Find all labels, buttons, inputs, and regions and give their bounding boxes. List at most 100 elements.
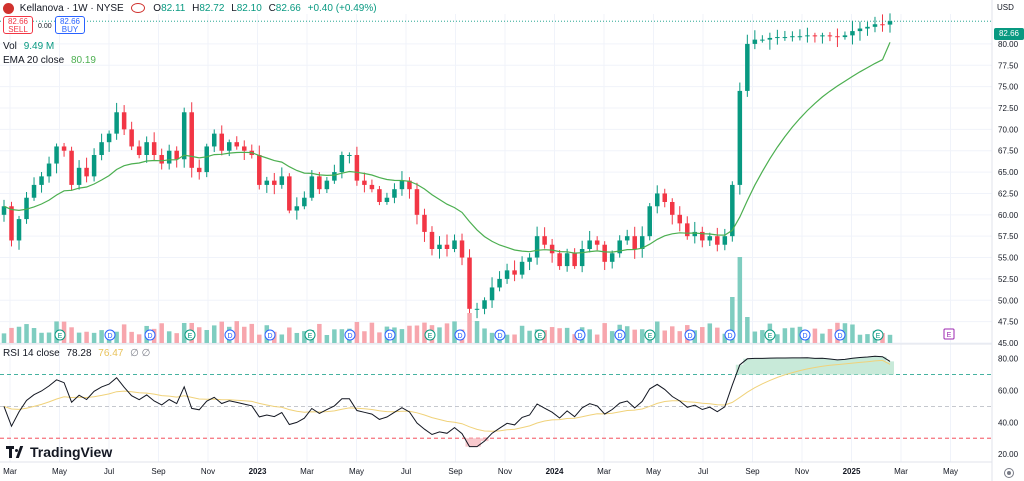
symbol-legend: Kellanova · 1W · NYSE O82.11 H82.72 L82.… <box>3 2 377 15</box>
candle-body <box>294 206 300 211</box>
candle-body <box>61 146 67 151</box>
volume-legend[interactable]: Vol 9.49 M <box>3 41 54 52</box>
volume-bar <box>234 321 240 343</box>
visibility-eye-icon[interactable] <box>130 2 145 13</box>
rsi-value: 78.28 <box>66 348 92 359</box>
currency-selector[interactable]: USD <box>997 3 1014 12</box>
candle-body <box>760 39 765 41</box>
candle-body <box>279 176 285 185</box>
candles <box>1 13 893 319</box>
candle-body <box>670 202 675 215</box>
time-tick-label: Nov <box>795 467 809 476</box>
ema-legend[interactable]: EMA 20 close 80.19 <box>3 55 96 66</box>
tradingview-logo[interactable]: TradingView <box>6 444 112 460</box>
candle-body <box>91 155 97 177</box>
volume-bar <box>827 328 833 343</box>
volume-bar <box>527 330 532 343</box>
candle-body <box>654 193 660 207</box>
ohlc-close: C82.66 <box>268 3 301 15</box>
volume-bar <box>332 329 337 343</box>
rsi-legend[interactable]: RSI 14 close 78.28 76.47 ∅ ∅ <box>3 348 150 359</box>
volume-bar <box>549 327 555 343</box>
candle-body <box>632 236 637 249</box>
candle-body <box>429 231 435 249</box>
volume-bar <box>9 327 14 343</box>
volume-bar <box>512 334 517 343</box>
candle-body <box>106 133 112 143</box>
volume-bar <box>722 333 728 343</box>
volume-bar <box>752 331 758 343</box>
volume-bar <box>564 327 570 343</box>
ohlc-open: O82.11 <box>153 3 186 15</box>
time-tick-label: 2024 <box>546 467 564 476</box>
volume-bar <box>407 325 412 343</box>
candle-body <box>377 189 382 202</box>
candle-body <box>204 146 209 173</box>
candle-body <box>865 26 870 29</box>
settings-gear-icon[interactable] <box>1004 468 1014 478</box>
candle-body <box>369 184 375 190</box>
earnings-marker-label: E <box>538 333 543 340</box>
volume-bar <box>624 326 630 343</box>
candle-body <box>46 163 52 177</box>
dividend-marker <box>384 329 396 341</box>
volume-bar <box>69 327 74 343</box>
rsi-overbought-fill <box>735 356 895 375</box>
sell-button[interactable]: 82.66 SELL <box>3 16 33 34</box>
volume-bar <box>587 329 592 343</box>
volume-bar <box>181 322 187 343</box>
candle-body <box>534 236 540 258</box>
dividend-marker <box>614 329 626 341</box>
rsi-ma-value: 76.47 <box>98 348 124 359</box>
volume-bar <box>572 334 577 343</box>
sell-price: 82.66 <box>7 17 29 26</box>
dividend-marker-label: D <box>727 333 732 340</box>
symbol-name[interactable]: Kellanova · 1W · NYSE <box>19 3 124 15</box>
candle-body <box>767 37 773 40</box>
time-tick-label: May <box>349 467 364 476</box>
volume-bar <box>354 321 360 343</box>
candle-body <box>790 36 795 38</box>
spread-value: 0.00 <box>38 23 52 30</box>
dividend-marker-label: D <box>687 333 692 340</box>
volume-bar <box>399 329 405 343</box>
candle-body <box>662 193 667 202</box>
price-tick-label: 77.50 <box>998 61 1019 70</box>
dividend-marker <box>724 329 736 341</box>
earnings-marker-label: E <box>188 333 193 340</box>
candle-body <box>594 240 600 245</box>
buy-button[interactable]: 82.66 BUY <box>55 16 85 34</box>
volume-bar <box>249 323 255 343</box>
candle-body <box>347 155 352 156</box>
volume-bar <box>452 321 457 343</box>
volume-bar <box>557 328 562 343</box>
candle-body <box>700 231 705 241</box>
ema-value: 80.19 <box>70 55 96 66</box>
volume-bar <box>857 334 863 343</box>
volume-bar <box>99 330 104 343</box>
candle-body <box>76 167 82 185</box>
candle-body <box>384 197 390 202</box>
candle-body <box>189 112 194 168</box>
volume-bar <box>422 322 427 343</box>
volume-bar <box>16 326 22 343</box>
volume-bar <box>159 323 164 343</box>
candle-body <box>857 28 863 32</box>
volume-bar <box>294 332 300 343</box>
candle-body <box>880 24 885 26</box>
candle-body <box>302 197 307 207</box>
candle-body <box>452 240 457 249</box>
volume-bar <box>662 330 667 343</box>
volume-bar <box>114 331 119 343</box>
volume-bar <box>76 332 82 343</box>
tradingview-wordmark: TradingView <box>30 444 113 460</box>
candle-body <box>572 253 577 267</box>
time-tick-label: Jul <box>401 467 411 476</box>
earnings-marker <box>764 329 776 341</box>
dividend-marker <box>799 329 811 341</box>
earnings-marker <box>424 329 436 341</box>
dividend-marker-label: D <box>347 333 352 340</box>
volume-bar <box>820 333 825 343</box>
dividend-marker <box>104 329 116 341</box>
